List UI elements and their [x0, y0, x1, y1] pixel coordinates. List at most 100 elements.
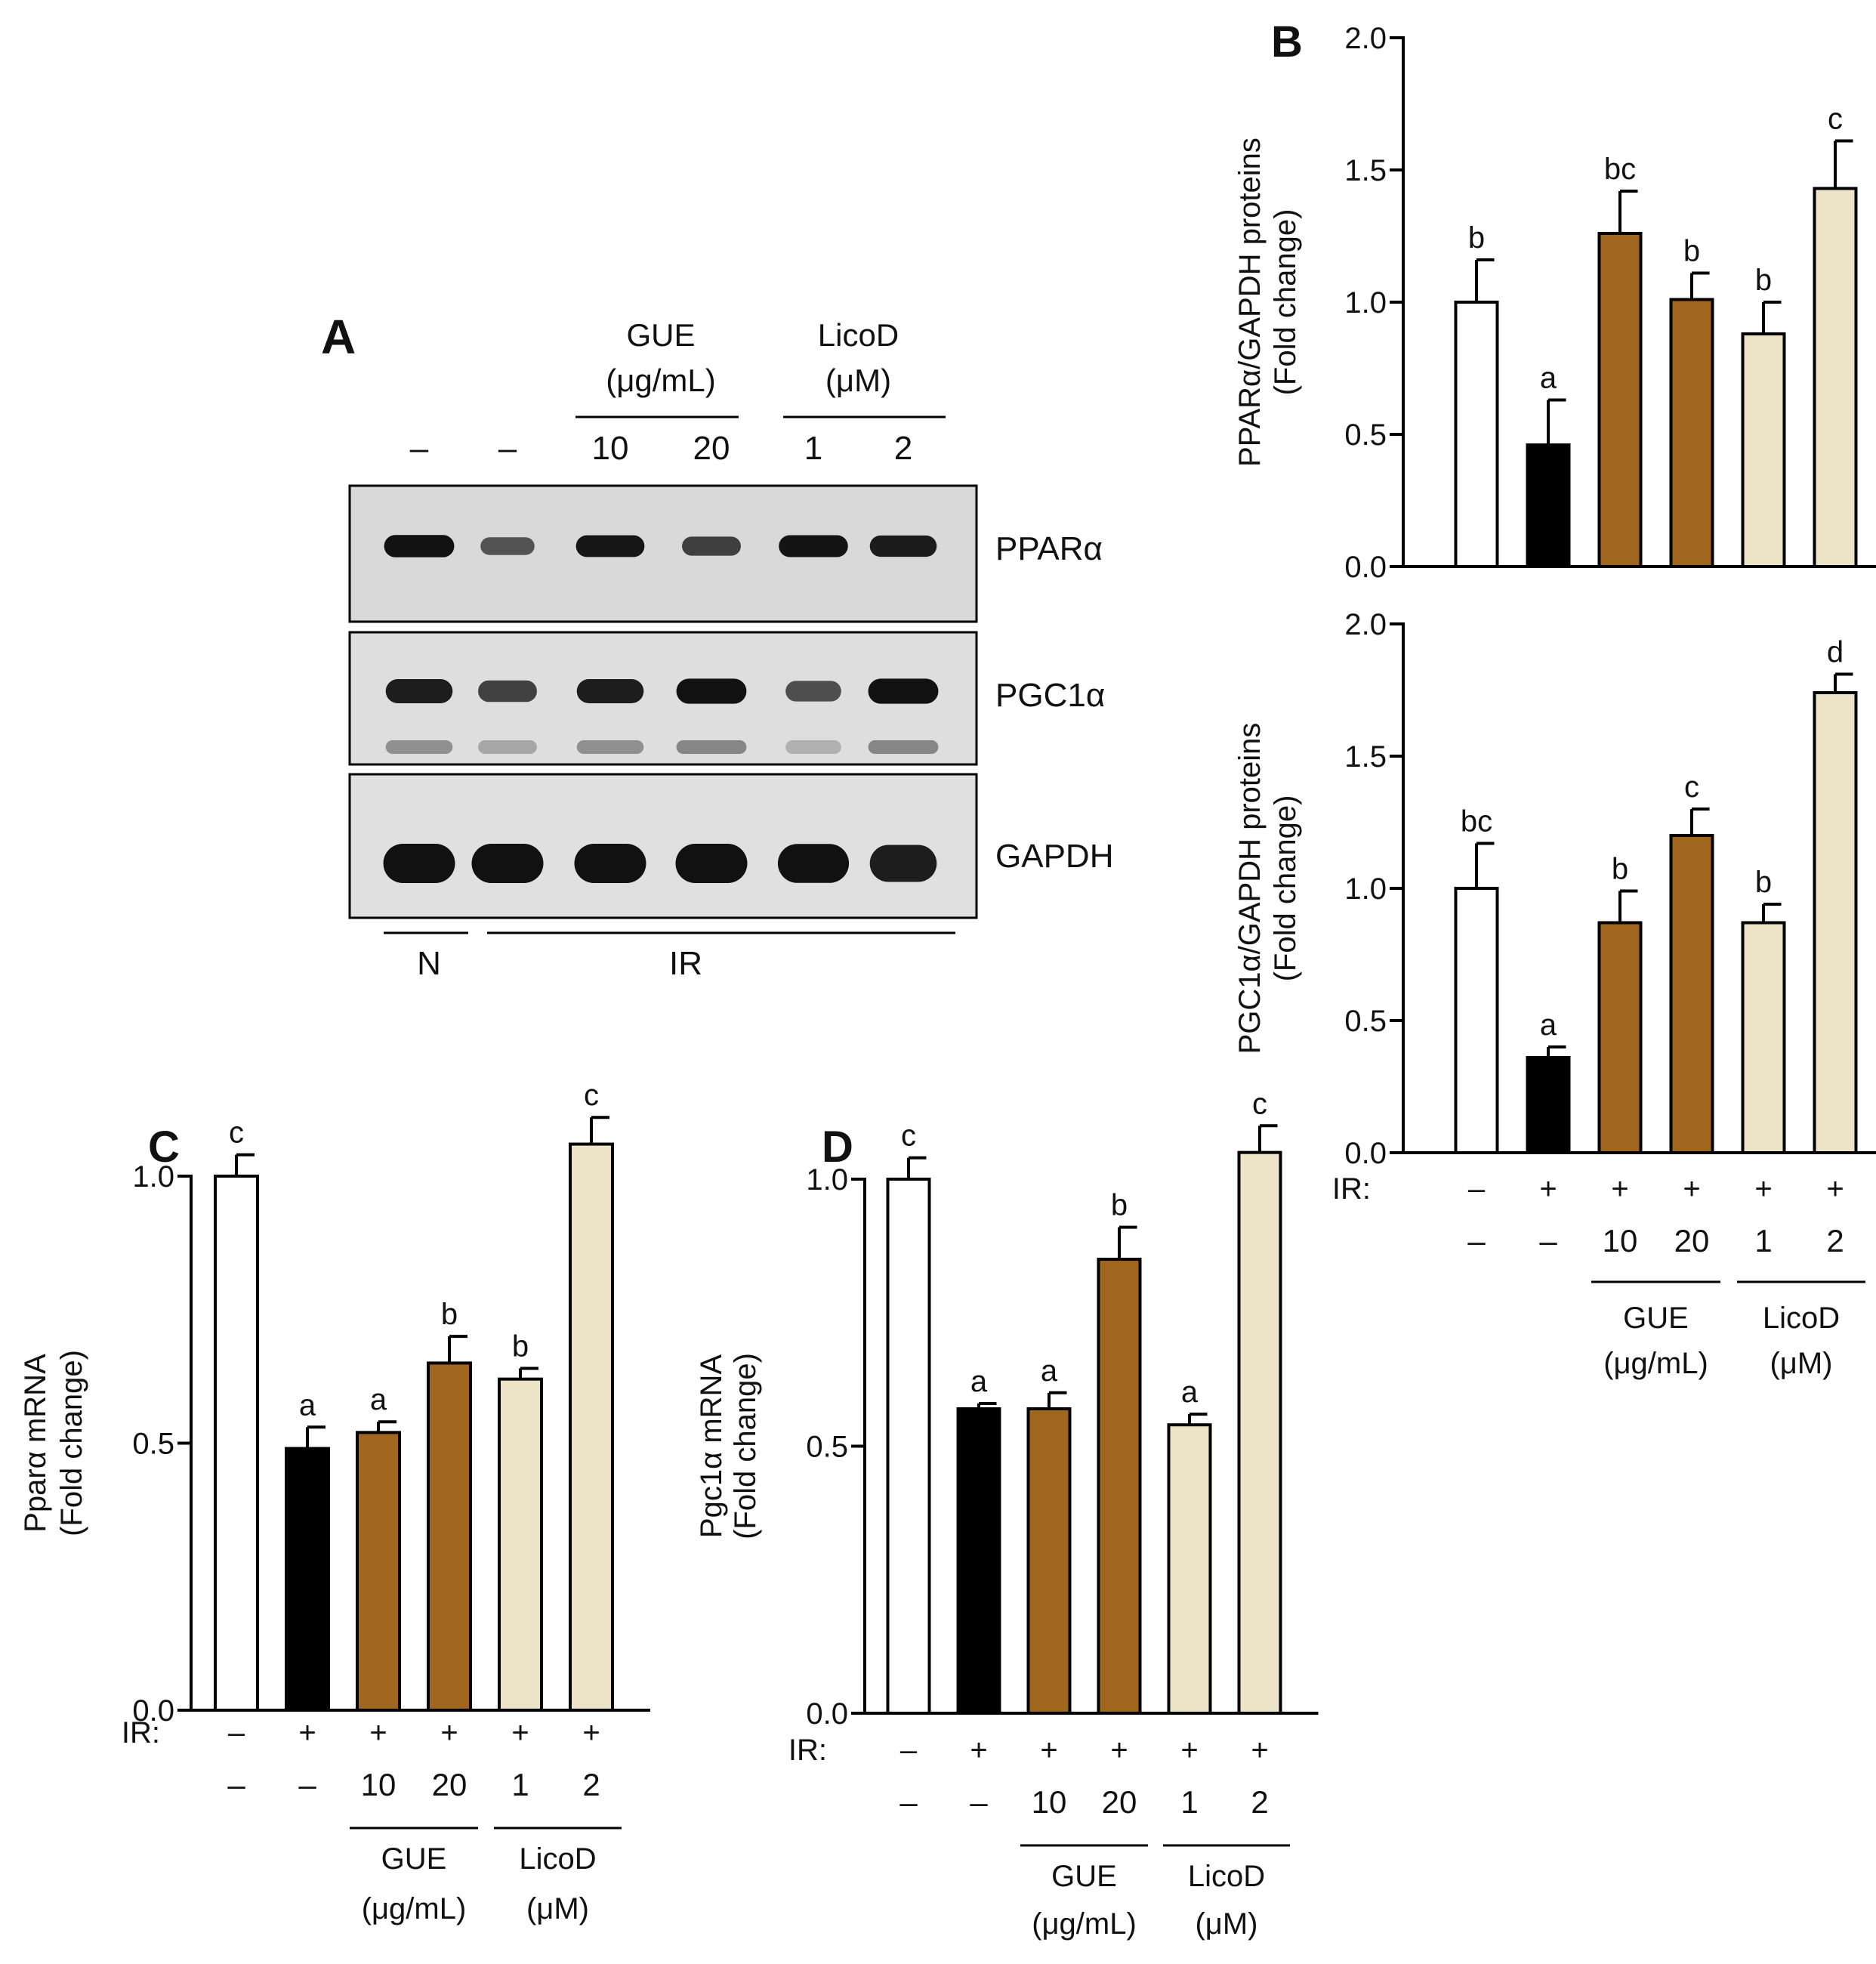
blot-band [478, 740, 537, 754]
blot-band [576, 679, 644, 703]
blot-band [480, 537, 535, 555]
bar [498, 1377, 543, 1712]
ir-row-label: IR: [122, 1716, 160, 1749]
blot-band [676, 678, 747, 704]
blot-membrane [348, 484, 978, 623]
ir-row-label: IR: [1332, 1172, 1371, 1206]
significance-letter: b [512, 1330, 529, 1363]
significance-letter: a [1540, 1008, 1557, 1042]
blot-band [682, 536, 741, 556]
significance-letter: a [1041, 1354, 1058, 1388]
dose-label: 1 [1180, 1784, 1198, 1820]
dose-label: 10 [1032, 1784, 1067, 1820]
y-tick-label: 1.0 [1344, 286, 1387, 320]
ir-sign: + [1683, 1172, 1700, 1206]
bar [1526, 1056, 1571, 1154]
y-tick-label: 1.0 [806, 1163, 848, 1197]
dose-label: – [970, 1784, 988, 1820]
ir-sign: + [511, 1716, 529, 1749]
panel-letter: D [822, 1123, 853, 1172]
dose-label: – [298, 1767, 316, 1802]
significance-letter: b [1683, 235, 1700, 268]
significance-letter: a [299, 1388, 316, 1422]
blot-band [383, 844, 455, 883]
group-label-licod-unit: (μM) [1195, 1907, 1257, 1941]
bar [1526, 443, 1571, 568]
dose-label: 20 [1102, 1784, 1137, 1820]
y-axis-label-unit: (Fold change) [1269, 209, 1302, 396]
significance-letter: c [584, 1079, 599, 1112]
blot-band [869, 535, 937, 557]
bar [1454, 887, 1499, 1154]
dose-label: 10 [361, 1767, 396, 1802]
ir-sign: + [440, 1716, 458, 1749]
blot-row-label: GAPDH [995, 838, 1113, 875]
bar [1026, 1407, 1072, 1715]
y-tick-label: 0.0 [1344, 1137, 1387, 1170]
blot-band [676, 740, 747, 754]
blot-row-label: PGC1α [995, 677, 1105, 714]
ir-row-label: IR: [788, 1734, 827, 1767]
blot-band [385, 679, 453, 703]
significance-letter: d [1827, 636, 1844, 669]
bar [956, 1407, 1001, 1715]
dose-label: – [227, 1767, 245, 1802]
blot-membrane [348, 773, 978, 919]
significance-letter: a [1540, 362, 1557, 395]
significance-letter: c [901, 1119, 916, 1153]
ir-sign: + [1539, 1172, 1557, 1206]
panel-letter: C [148, 1123, 180, 1172]
y-tick-label: 0.5 [1344, 418, 1387, 452]
y-tick-label: 1.0 [1344, 872, 1387, 906]
ir-sign: + [1611, 1172, 1628, 1206]
chart-d-pgc1a-mrna: D 0.0 0.5 1.0 Pgc1α mRNA (Fold change) c a a b a c I… [695, 1087, 1319, 1941]
blot-band [868, 740, 939, 754]
chart-c-ppara-mrna: C 0.0 0.5 1.0 Pparα mRNA (Fold change) c a a b b c I… [19, 1079, 650, 1925]
y-tick-label: 0.0 [132, 1694, 174, 1728]
y-axis-label-unit: (Fold change) [55, 1350, 88, 1536]
blot-row-label: PPARα [995, 530, 1103, 567]
significance-letter: b [1111, 1189, 1128, 1222]
significance-letter: bc [1461, 805, 1492, 838]
chart-b-pgc1a-protein: 0.0 0.5 1.0 1.5 2.0 PGC1α/GAPDH proteins (Fold… [1233, 608, 1876, 1380]
group-label-gue-unit: (μg/mL) [1603, 1347, 1708, 1380]
significance-letter: a [1181, 1376, 1199, 1409]
bar [1597, 232, 1643, 568]
significance-letter: b [441, 1298, 458, 1331]
bar [1741, 921, 1786, 1154]
blot-band [779, 535, 848, 557]
chart-b-ppara-protein: B 0.0 0.5 1.0 1.5 2.0 PPARα/GAPDH proteins (Fol… [1233, 17, 1876, 584]
panel-letter: A [321, 310, 356, 364]
bar [1669, 298, 1714, 568]
bar [569, 1142, 614, 1712]
y-tick-label: 2.0 [1344, 22, 1387, 55]
ir-sign: – [900, 1734, 918, 1767]
blot-band [785, 740, 841, 754]
ir-sign: + [369, 1716, 387, 1749]
bar [214, 1175, 259, 1712]
bar [1597, 921, 1643, 1154]
ir-sign: + [1826, 1172, 1844, 1206]
y-axis-label: PPARα/GAPDH proteins [1233, 137, 1267, 467]
significance-letter: c [1684, 770, 1699, 804]
dose-label: 10 [592, 430, 629, 467]
blot-band [575, 535, 645, 557]
y-axis-label: Pparα mRNA [19, 1354, 52, 1533]
significance-letter: bc [1604, 153, 1636, 186]
dose-label: 10 [1603, 1223, 1638, 1258]
condition-label-ir: IR [669, 945, 702, 982]
blot-band [576, 740, 644, 754]
y-axis-label: Pgc1α mRNA [695, 1354, 728, 1539]
dose-label: – [1539, 1223, 1557, 1258]
bar [356, 1431, 401, 1712]
y-tick-label: 1.5 [1344, 154, 1387, 187]
blot-band [869, 845, 937, 882]
y-axis-label-unit: (Fold change) [1269, 795, 1302, 982]
blot-band [478, 680, 537, 703]
y-tick-label: 0.5 [806, 1431, 848, 1464]
ir-sign: + [1040, 1734, 1057, 1767]
group-label-licod-unit: (μM) [825, 363, 891, 398]
ir-sign: + [1110, 1734, 1128, 1767]
dose-label: 20 [693, 430, 730, 467]
y-tick-label: 0.5 [132, 1428, 174, 1461]
